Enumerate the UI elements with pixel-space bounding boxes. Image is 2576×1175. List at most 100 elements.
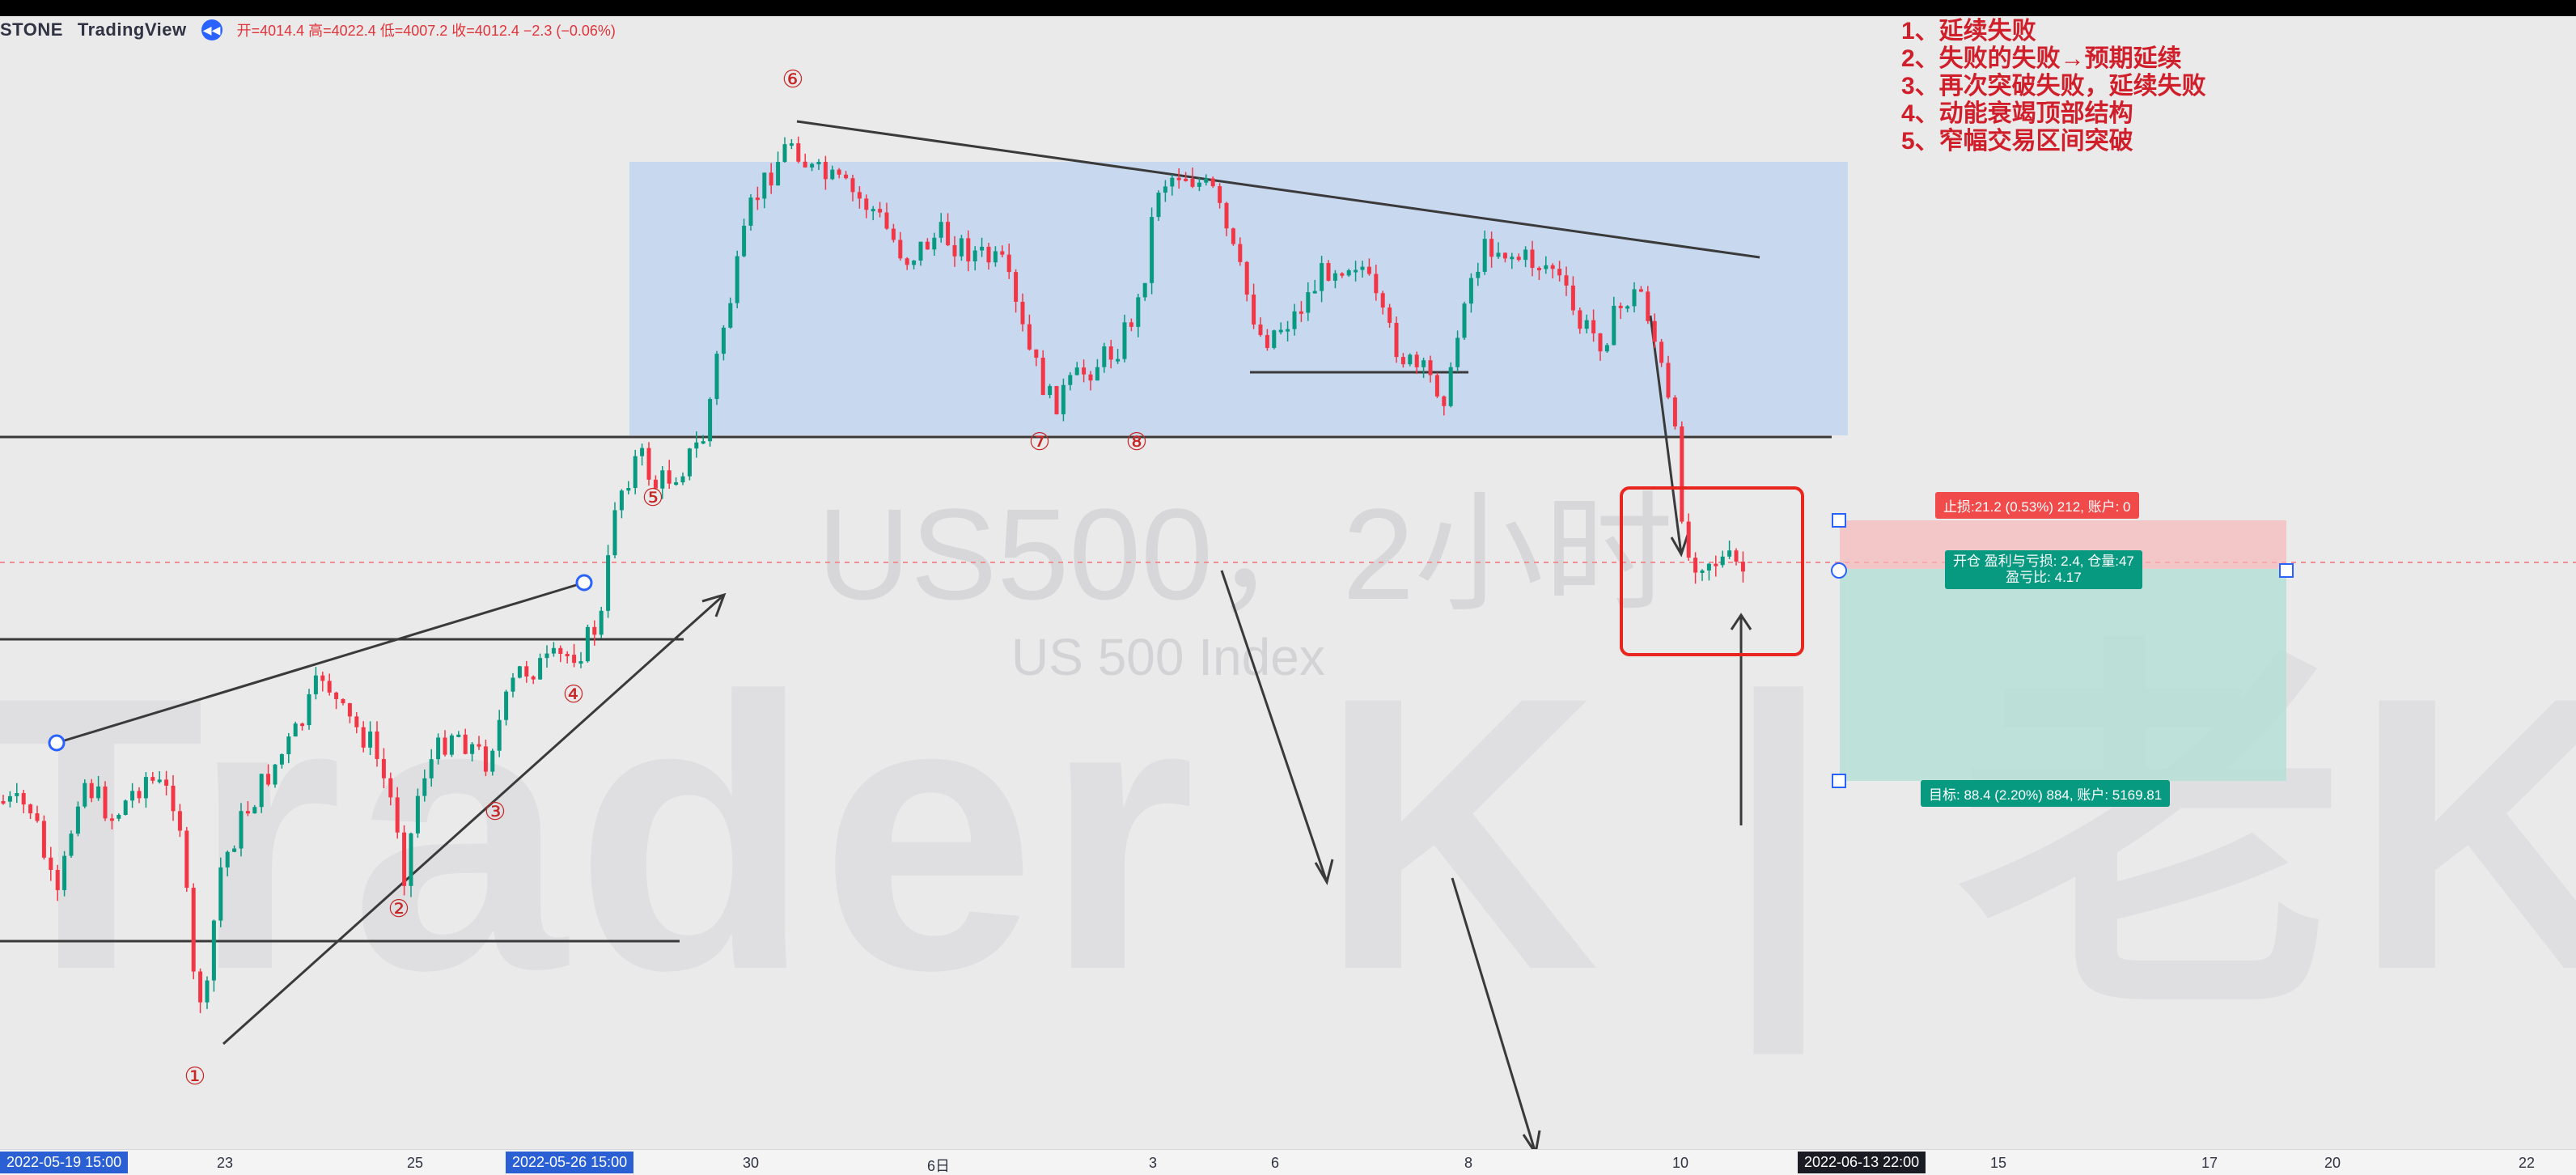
- candle-body: [137, 791, 142, 799]
- candle-body: [694, 442, 699, 449]
- candle-body: [1082, 367, 1087, 375]
- candle-body: [1496, 252, 1501, 257]
- candle-body: [293, 723, 298, 737]
- symbol-name[interactable]: STONE: [0, 19, 63, 40]
- candle-body: [701, 441, 705, 444]
- candle-body: [803, 161, 807, 168]
- replay-icon[interactable]: ◀◀: [201, 19, 222, 40]
- candle-body: [898, 240, 903, 259]
- candle-body: [932, 237, 937, 250]
- annotation-arrows[interactable]: [222, 315, 1752, 1156]
- candle-body: [1272, 330, 1277, 348]
- candle-body: [816, 162, 821, 165]
- candle-body: [769, 172, 773, 186]
- candle-body: [1292, 311, 1297, 329]
- candle-body: [871, 209, 875, 212]
- candle-body: [1625, 306, 1630, 309]
- candle-body: [531, 676, 536, 680]
- candle-body: [1516, 257, 1521, 261]
- trading-range-box[interactable]: [629, 162, 1848, 435]
- candle-body: [1238, 244, 1243, 262]
- candle-body: [1652, 320, 1657, 342]
- candle-body: [341, 698, 345, 703]
- candle-body: [1244, 261, 1249, 295]
- candle-body: [1618, 305, 1623, 308]
- candle-body: [1006, 254, 1011, 273]
- candle-body: [1252, 294, 1256, 325]
- candle-body: [1455, 337, 1460, 367]
- candle-body: [653, 479, 658, 489]
- candle-body: [1340, 273, 1345, 276]
- target-label[interactable]: 目标: 88.4 (2.20%) 884, 账户: 5169.81: [1921, 780, 2171, 807]
- candle-body: [891, 228, 896, 240]
- symbol-description-watermark: US 500 Index: [1011, 628, 1325, 686]
- time-axis[interactable]: 2022-05-19 15:00 23 25 2022-05-26 15:00 …: [0, 1149, 2576, 1175]
- candle-body: [409, 833, 413, 886]
- candle-body: [225, 851, 230, 867]
- position-pnl-text: 开仓 盈利与亏损: 2.4, 仓量:47: [1953, 554, 2134, 569]
- candle-body: [300, 723, 305, 727]
- candle-body: [674, 482, 679, 486]
- trendline-handle[interactable]: [48, 734, 66, 752]
- candle-body: [35, 813, 40, 821]
- candle-body: [918, 241, 923, 261]
- candle-body: [938, 222, 943, 238]
- candle-body: [55, 870, 60, 890]
- position-info-label[interactable]: 开仓 盈利与亏损: 2.4, 仓量:47 盈亏比: 4.17: [1945, 550, 2142, 589]
- candle-body: [130, 791, 135, 801]
- candle-body: [1700, 570, 1705, 573]
- candle-body: [205, 980, 210, 1003]
- candle-body: [511, 677, 515, 692]
- candle-body: [1659, 341, 1664, 363]
- candle-body: [1218, 186, 1222, 203]
- top-black-bar: [0, 0, 2576, 16]
- candle-body: [1163, 186, 1167, 193]
- candle-body: [993, 251, 998, 263]
- time-axis-label: 20: [2324, 1155, 2341, 1171]
- candle-body: [1306, 292, 1311, 313]
- position-handle[interactable]: [2279, 563, 2294, 578]
- candle-body: [1020, 301, 1025, 325]
- candle-body: [1482, 239, 1487, 272]
- candle-body: [1258, 325, 1263, 336]
- candle-body: [1434, 375, 1439, 397]
- candle-body: [578, 661, 583, 664]
- wave-marker: ⑧: [1126, 429, 1148, 456]
- candle-body: [1027, 324, 1032, 350]
- candle-body: [980, 246, 985, 251]
- position-handle[interactable]: [1832, 774, 1846, 788]
- candle-body: [1326, 263, 1331, 281]
- candle-body: [972, 250, 977, 262]
- position-handle[interactable]: [1832, 513, 1846, 528]
- time-axis-label: 10: [1672, 1155, 1689, 1171]
- candle-body: [483, 746, 488, 772]
- candle-body: [714, 354, 719, 400]
- candle-body: [1680, 426, 1684, 522]
- candle-body: [1428, 360, 1433, 375]
- candle-body: [1510, 257, 1515, 260]
- take-profit-zone[interactable]: [1840, 569, 2286, 781]
- trendline-handle[interactable]: [575, 574, 593, 592]
- candlestick-series[interactable]: [1, 136, 1745, 1014]
- candle-body: [925, 241, 930, 250]
- time-axis-range-start: 2022-05-19 15:00: [0, 1152, 129, 1173]
- note-item: 3、再次突破失败，延续失败: [1901, 73, 2206, 100]
- descending-trendline[interactable]: [796, 120, 1760, 259]
- time-axis-label: 15: [1990, 1155, 2007, 1171]
- candle-body: [218, 867, 223, 921]
- stop-loss-label[interactable]: 止损:21.2 (0.53%) 212, 账户: 0: [1935, 492, 2139, 519]
- candle-body: [1638, 289, 1643, 292]
- candle-body: [1612, 305, 1616, 346]
- candle-body: [721, 327, 726, 354]
- candle-body: [1489, 239, 1494, 257]
- candle-body: [1557, 269, 1562, 276]
- candle-body: [211, 920, 216, 981]
- candle-body: [1400, 357, 1405, 365]
- note-item: 1、延续失败: [1901, 18, 2036, 45]
- note-item: 5、窄幅交易区间突破: [1901, 128, 2133, 155]
- wedge-upper-line[interactable]: [56, 581, 585, 744]
- breakout-highlight-box[interactable]: [1620, 486, 1804, 656]
- position-entry-handle[interactable]: [1831, 562, 1847, 579]
